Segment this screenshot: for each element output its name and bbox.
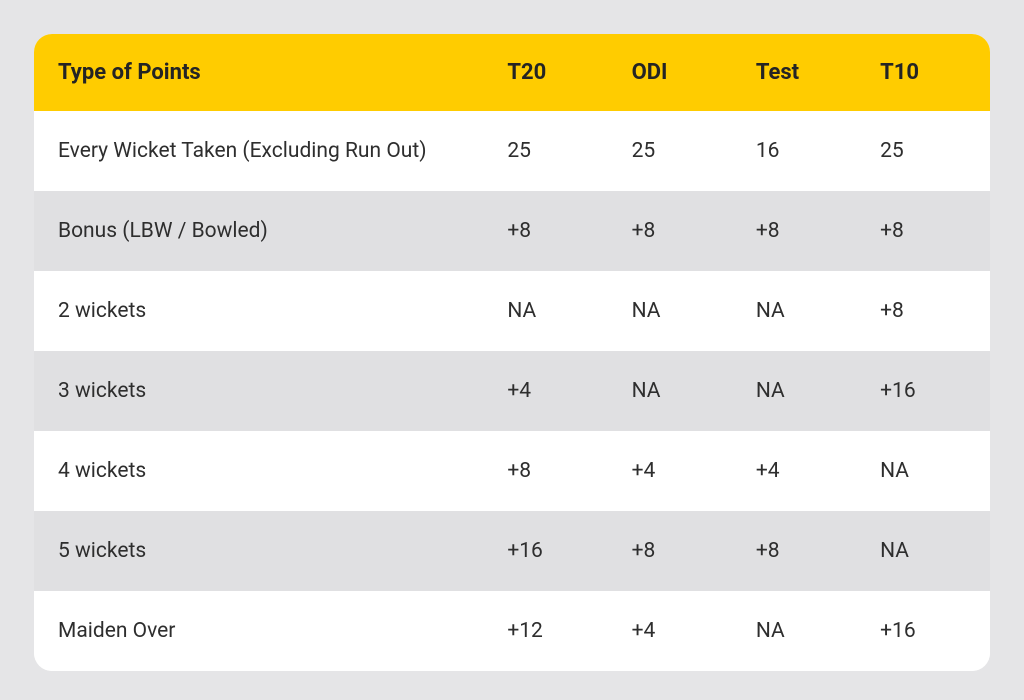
row-value-t20: +16 (483, 511, 607, 591)
table-row: 2 wickets NA NA NA +8 (34, 271, 990, 351)
row-value-t10: +16 (856, 351, 990, 431)
row-label: 5 wickets (34, 511, 483, 591)
table-row: 5 wickets +16 +8 +8 NA (34, 511, 990, 591)
row-value-test: NA (732, 351, 856, 431)
table-row: 3 wickets +4 NA NA +16 (34, 351, 990, 431)
column-header-type: Type of Points (34, 34, 483, 111)
row-value-odi: +8 (608, 511, 732, 591)
row-value-t20: 25 (483, 111, 607, 191)
row-value-t10: +16 (856, 591, 990, 671)
row-value-t20: +8 (483, 191, 607, 271)
column-header-t20: T20 (483, 34, 607, 111)
row-value-t20: +8 (483, 431, 607, 511)
row-value-odi: +4 (608, 431, 732, 511)
row-value-test: NA (732, 271, 856, 351)
column-header-odi: ODI (608, 34, 732, 111)
row-label: 4 wickets (34, 431, 483, 511)
row-value-t10: NA (856, 431, 990, 511)
points-table-container: Type of Points T20 ODI Test T10 Every Wi… (34, 34, 990, 671)
row-value-odi: NA (608, 271, 732, 351)
table-row: 4 wickets +8 +4 +4 NA (34, 431, 990, 511)
table-row: Every Wicket Taken (Excluding Run Out) 2… (34, 111, 990, 191)
column-header-t10: T10 (856, 34, 990, 111)
row-label: 3 wickets (34, 351, 483, 431)
row-value-test: +8 (732, 191, 856, 271)
row-value-test: +4 (732, 431, 856, 511)
row-value-test: 16 (732, 111, 856, 191)
row-value-test: NA (732, 591, 856, 671)
points-table: Type of Points T20 ODI Test T10 Every Wi… (34, 34, 990, 671)
row-value-odi: +4 (608, 591, 732, 671)
row-value-t10: 25 (856, 111, 990, 191)
row-label: Bonus (LBW / Bowled) (34, 191, 483, 271)
row-value-t20: +12 (483, 591, 607, 671)
row-value-test: +8 (732, 511, 856, 591)
row-value-t20: +4 (483, 351, 607, 431)
row-value-t10: +8 (856, 271, 990, 351)
row-value-t20: NA (483, 271, 607, 351)
row-value-odi: +8 (608, 191, 732, 271)
row-value-odi: NA (608, 351, 732, 431)
row-value-t10: +8 (856, 191, 990, 271)
row-label: 2 wickets (34, 271, 483, 351)
row-label: Every Wicket Taken (Excluding Run Out) (34, 111, 483, 191)
row-value-odi: 25 (608, 111, 732, 191)
column-header-test: Test (732, 34, 856, 111)
table-header-row: Type of Points T20 ODI Test T10 (34, 34, 990, 111)
table-row: Maiden Over +12 +4 NA +16 (34, 591, 990, 671)
table-row: Bonus (LBW / Bowled) +8 +8 +8 +8 (34, 191, 990, 271)
row-label: Maiden Over (34, 591, 483, 671)
row-value-t10: NA (856, 511, 990, 591)
